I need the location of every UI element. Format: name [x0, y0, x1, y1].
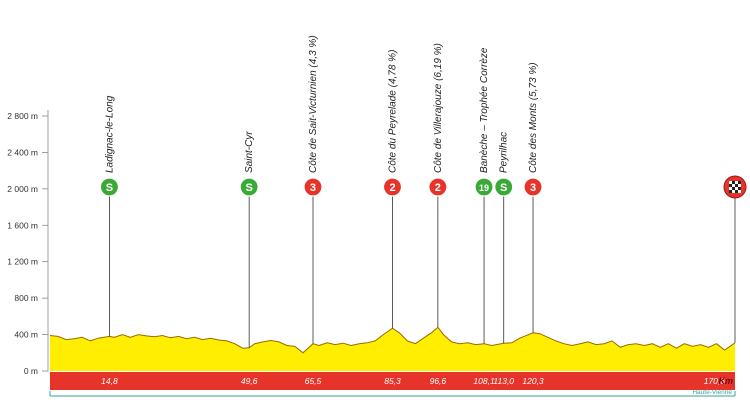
- region-label: Haute-Vienne: [692, 389, 732, 396]
- poi-badge-label: S: [500, 182, 507, 194]
- x-marker-label: 96,6: [430, 376, 447, 386]
- poi-name: Côte de Villerajouze (6,19 %): [433, 43, 444, 173]
- finish-flag-square: [729, 181, 732, 184]
- finish-flag-square: [738, 190, 741, 193]
- baseline-red-bar: [50, 372, 735, 390]
- poi-badge-label: S: [245, 182, 252, 194]
- poi-badge-label: 19: [479, 183, 489, 193]
- poi-badge: [474, 177, 494, 197]
- poi-badge-label: 2: [389, 182, 395, 194]
- x-marker-label: 65,5: [305, 376, 322, 386]
- finish-flag-square: [729, 184, 732, 187]
- poi-badge: [428, 177, 448, 197]
- finish-flag-square: [735, 181, 738, 184]
- finish-flag-square: [732, 184, 735, 187]
- poi-name: Côte des Monts (5,73 %): [528, 62, 539, 173]
- poi-badge-label: 2: [435, 182, 441, 194]
- x-marker-label: 49,6: [241, 376, 258, 386]
- y-tick-label: 2 800 m: [7, 111, 38, 121]
- poi-badge: [239, 177, 259, 197]
- poi-name: Peyrilhac: [499, 132, 510, 173]
- points-of-interest: S Ladignac-le-Long S Saint-Cyr 3 Côte de Sait…: [99, 35, 747, 348]
- y-tick-label: 2 400 m: [7, 147, 38, 157]
- y-tick-label: 1 600 m: [7, 220, 38, 230]
- y-tick-label: 1 200 m: [7, 257, 38, 267]
- finish-flag-square: [729, 190, 732, 193]
- y-tick-label: 400 m: [14, 330, 38, 340]
- y-tick-label: 0 m: [24, 366, 38, 376]
- poi-badge: [494, 177, 514, 197]
- x-unit-label: Km: [718, 376, 733, 386]
- profile-area: [49, 326, 736, 371]
- x-marker-label: 108,1: [473, 376, 495, 386]
- poi-badge-label: 3: [310, 182, 316, 194]
- poi-badge: [99, 177, 120, 197]
- finish-flag-square: [735, 184, 738, 187]
- region-band: Haute-Vienne: [49, 389, 736, 397]
- poi-badge: [523, 177, 543, 197]
- finish-flag-square: [732, 181, 735, 184]
- y-tick-label: 2 000 m: [7, 184, 38, 194]
- poi-name: Côte du Peyrelade (4,78 %): [388, 50, 399, 173]
- finish-flag-square: [738, 184, 741, 187]
- poi-name: Ladignac-le-Long: [104, 95, 115, 173]
- x-marker-label: 85,3: [384, 376, 401, 386]
- finish-flag-square: [735, 190, 738, 193]
- x-marker-label: 113,0: [493, 376, 514, 386]
- profile-line: [49, 326, 736, 354]
- poi-badge-label: S: [106, 182, 113, 194]
- poi-name: Côte de Sait-Victurnien (4,3 %): [308, 35, 319, 173]
- poi-badge-label: 3: [530, 182, 536, 194]
- poi-badge: [382, 177, 403, 197]
- x-marker-label: 170,6: [704, 376, 726, 386]
- finish-flag-square: [732, 190, 735, 193]
- poi-badge: [303, 177, 323, 197]
- poi-name: Saint-Cyr: [244, 131, 255, 173]
- profile-fill: [50, 327, 735, 371]
- baseline-bar: [50, 372, 735, 390]
- finish-flag-square: [738, 181, 741, 184]
- y-axis: 0 m 400 m 800 m 1 200 m 1 600 m 2 000 m 2 400 …: [7, 110, 49, 376]
- finish-flag-square: [735, 187, 738, 190]
- x-marker-label: 14,8: [101, 376, 118, 386]
- finish-flag-square: [732, 187, 735, 190]
- finish-flag-square: [729, 187, 732, 190]
- poi-name: Banèche – Trophée Corrèze: [479, 47, 490, 173]
- x-marker-label: 120,3: [522, 376, 544, 386]
- y-tick-label: 800 m: [14, 293, 38, 303]
- finish-flag-square: [738, 187, 741, 190]
